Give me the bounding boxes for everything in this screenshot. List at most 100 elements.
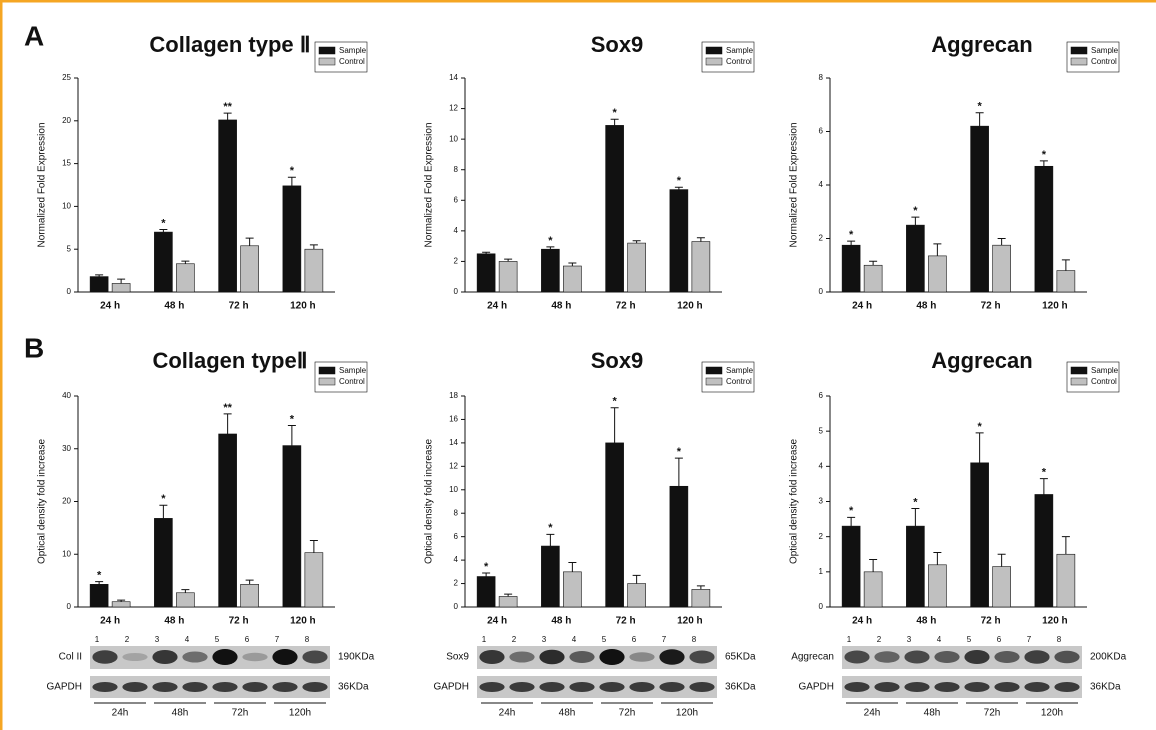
- y-tick-label: 20: [62, 116, 71, 125]
- y-tick-label: 3: [819, 497, 824, 506]
- x-tick-label: 48 h: [551, 301, 571, 312]
- x-tick-label: 72 h: [229, 301, 249, 312]
- blot-band: [272, 682, 297, 692]
- legend-label: Sample: [1091, 46, 1119, 55]
- x-tick-label: 120 h: [290, 301, 316, 312]
- blot-band: [904, 682, 929, 692]
- significance: **: [223, 402, 232, 414]
- y-tick-label: 2: [819, 532, 824, 541]
- error-bar: [224, 414, 232, 434]
- bar: [1057, 271, 1075, 292]
- significance: *: [612, 396, 617, 408]
- blot-band: [659, 649, 684, 665]
- blot-band: [1054, 651, 1079, 664]
- bar: [906, 526, 924, 607]
- y-tick-label: 1: [819, 567, 824, 576]
- x-tick-label: 72 h: [981, 616, 1001, 627]
- time-label: 72h: [984, 708, 1001, 719]
- x-tick-label: 72 h: [616, 616, 636, 627]
- lane-number: 7: [1027, 635, 1032, 644]
- legend-swatch: [706, 47, 722, 54]
- lane-number: 3: [155, 635, 160, 644]
- bar: [928, 565, 946, 607]
- blot-band: [569, 682, 594, 692]
- bar: [906, 225, 924, 292]
- blot-band: [212, 682, 237, 692]
- blot-band: [122, 653, 147, 661]
- bar: [477, 254, 495, 292]
- blot-band: [242, 653, 267, 662]
- bar: [541, 249, 559, 292]
- significance: *: [913, 496, 918, 508]
- x-tick-label: 48 h: [164, 301, 184, 312]
- bar: [563, 572, 581, 607]
- chart-title: Sox9: [591, 348, 644, 373]
- blot-band: [874, 682, 899, 692]
- error-bar: [246, 580, 254, 584]
- blot-band: [479, 682, 504, 692]
- significance: *: [913, 205, 918, 217]
- y-tick-label: 10: [449, 134, 458, 143]
- y-tick-label: 0: [819, 602, 824, 611]
- blot-label: GAPDH: [433, 682, 469, 693]
- y-tick-label: 0: [454, 287, 459, 296]
- legend-label: Sample: [726, 46, 754, 55]
- error-bar: [568, 562, 576, 571]
- significance: *: [1042, 467, 1047, 479]
- bar: [176, 593, 194, 607]
- x-tick-label: 120 h: [677, 301, 703, 312]
- error-bar: [847, 517, 855, 526]
- bar: [971, 126, 989, 292]
- blot-band: [1024, 682, 1049, 692]
- y-tick-label: 6: [819, 127, 824, 136]
- legend-swatch: [319, 378, 335, 385]
- blot-band: [599, 682, 624, 692]
- legend-label: Sample: [339, 46, 367, 55]
- time-label: 48h: [559, 708, 576, 719]
- blot-band: [212, 649, 237, 665]
- lane-number: 8: [1057, 635, 1062, 644]
- significance: *: [290, 413, 295, 425]
- legend-label: Control: [339, 57, 365, 66]
- error-bar: [288, 426, 296, 446]
- lane-number: 6: [245, 635, 250, 644]
- blot-size: 65KDa: [725, 652, 756, 663]
- time-label: 24h: [499, 708, 516, 719]
- error-bar: [310, 245, 318, 249]
- bar: [628, 584, 646, 607]
- bar: [112, 283, 130, 292]
- blot-band: [844, 651, 869, 664]
- blot-band: [934, 682, 959, 692]
- blot-label: GAPDH: [798, 682, 834, 693]
- x-tick-label: 72 h: [616, 301, 636, 312]
- legend-swatch: [1071, 47, 1087, 54]
- y-tick-label: 0: [67, 287, 72, 296]
- blot-band: [302, 651, 327, 664]
- lane-number: 5: [602, 635, 607, 644]
- y-tick-label: 5: [819, 426, 824, 435]
- bar: [90, 277, 108, 292]
- y-tick-label: 6: [454, 532, 459, 541]
- lane-number: 7: [662, 635, 667, 644]
- y-tick-label: 15: [62, 159, 71, 168]
- y-tick-label: 0: [454, 602, 459, 611]
- chart-title: Sox9: [591, 32, 644, 57]
- x-tick-label: 120 h: [1042, 616, 1068, 627]
- error-bar: [181, 261, 189, 264]
- error-bar: [911, 217, 919, 225]
- blot-band: [509, 652, 534, 663]
- bar: [219, 434, 237, 607]
- y-tick-label: 18: [449, 391, 458, 400]
- y-tick-label: 2: [454, 579, 459, 588]
- bar: [692, 589, 710, 607]
- bar: [692, 242, 710, 292]
- blot-band: [934, 651, 959, 663]
- lane-number: 6: [632, 635, 637, 644]
- time-label: 48h: [172, 708, 189, 719]
- page: A B Collagen type ⅡNormalized Fold Expre…: [0, 0, 1156, 730]
- error-bar: [976, 113, 984, 126]
- blot-band: [1024, 650, 1049, 664]
- bar: [993, 245, 1011, 292]
- blot-band: [92, 650, 117, 664]
- y-tick-label: 8: [454, 508, 459, 517]
